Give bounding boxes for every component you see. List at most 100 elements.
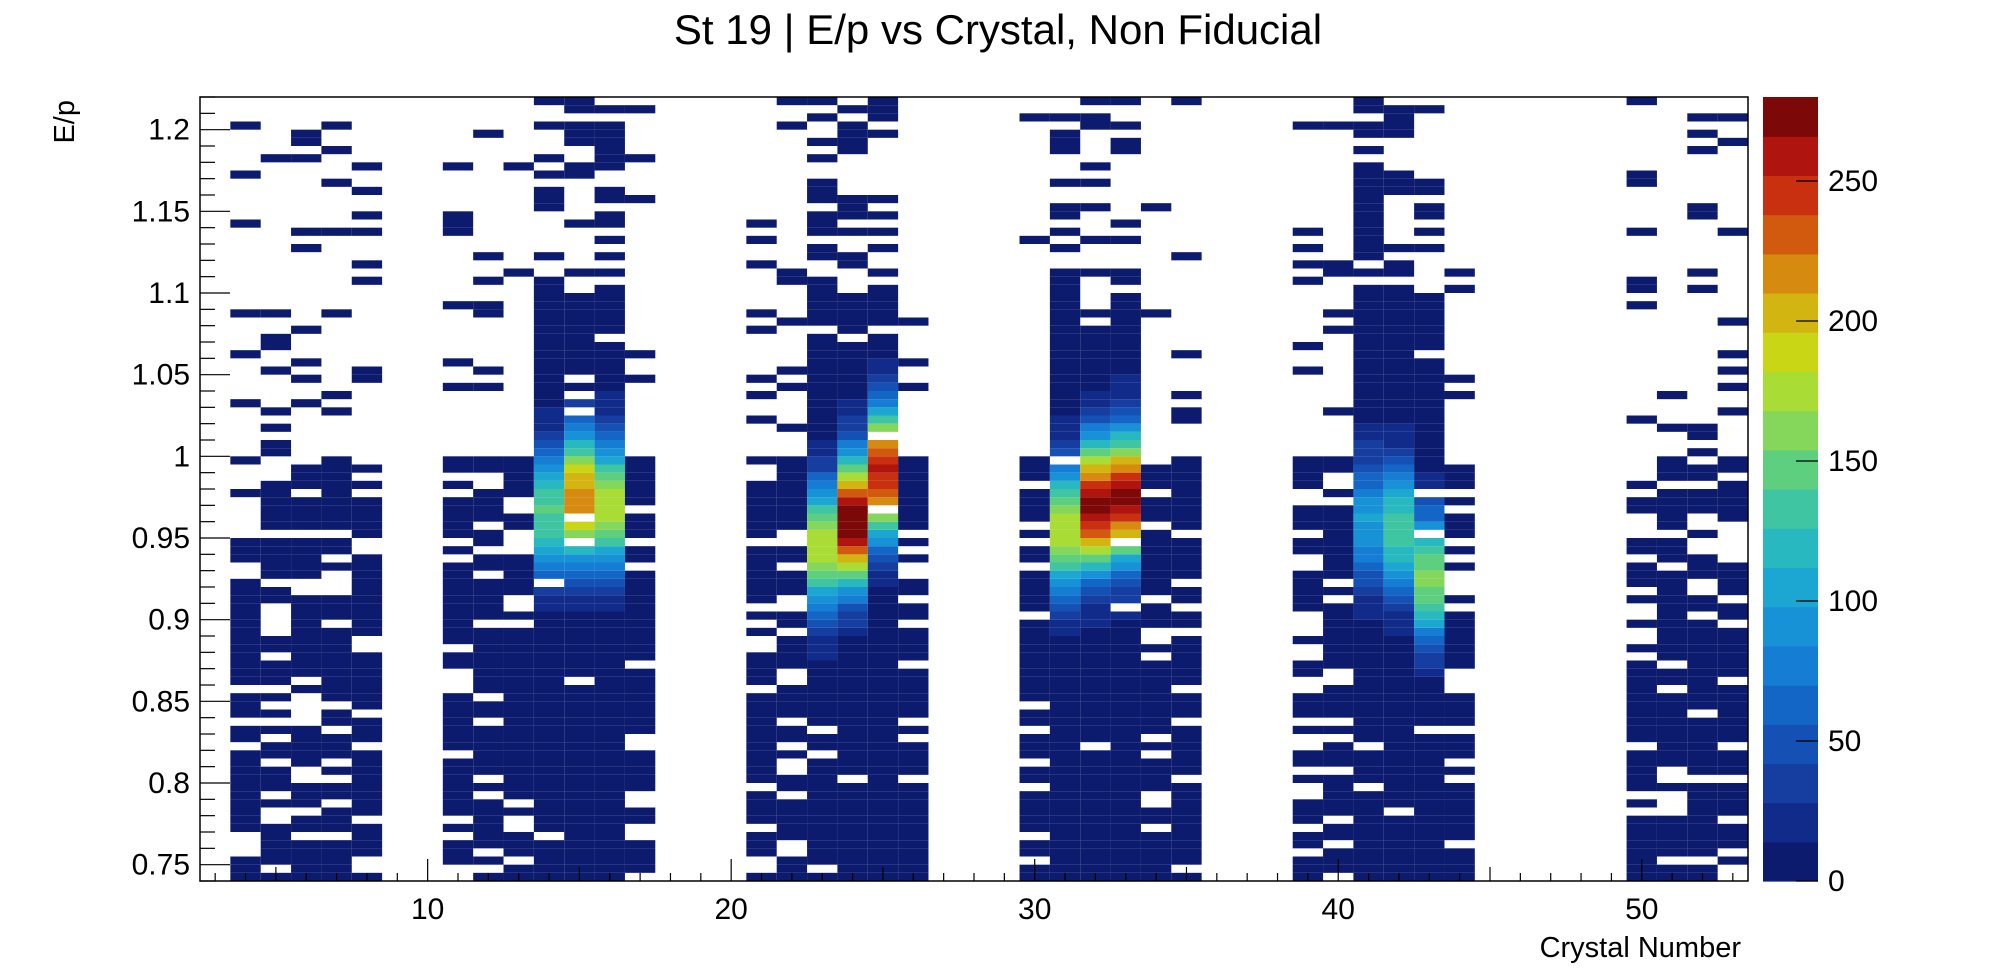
x-axis-label: Crystal Number	[1540, 932, 1742, 964]
heatmap-cell	[1050, 489, 1080, 497]
heatmap-cell	[1687, 652, 1717, 660]
heatmap-cell	[746, 546, 776, 554]
heatmap-cells	[230, 97, 1748, 881]
heatmap-cell	[595, 791, 625, 799]
heatmap-cell	[230, 595, 260, 603]
heatmap-cell	[230, 799, 260, 807]
heatmap-cell	[1687, 203, 1717, 211]
heatmap-cell	[1111, 465, 1141, 473]
heatmap-cell	[595, 383, 625, 391]
heatmap-cell	[1444, 391, 1474, 399]
heatmap-cell	[504, 775, 534, 783]
heatmap-cell	[868, 497, 898, 505]
heatmap-cell	[261, 783, 291, 791]
heatmap-cell	[1353, 767, 1383, 775]
heatmap-cell	[898, 628, 928, 636]
heatmap-cell	[1050, 538, 1080, 546]
heatmap-cell	[564, 612, 594, 620]
heatmap-cell	[595, 718, 625, 726]
heatmap-cell	[534, 407, 564, 415]
heatmap-cell	[625, 554, 655, 562]
heatmap-cell	[1141, 620, 1171, 628]
heatmap-cell	[837, 628, 867, 636]
heatmap-cell	[1171, 791, 1201, 799]
heatmap-cell	[564, 603, 594, 611]
heatmap-cell	[777, 579, 807, 587]
heatmap-cell	[1111, 857, 1141, 865]
heatmap-cell	[1718, 367, 1748, 375]
heatmap-cell	[837, 595, 867, 603]
heatmap-cell	[1050, 628, 1080, 636]
heatmap-cell	[1141, 603, 1171, 611]
heatmap-cell	[1687, 489, 1717, 497]
heatmap-cell	[1353, 97, 1383, 105]
heatmap-cell	[1050, 710, 1080, 718]
heatmap-cell	[837, 146, 867, 154]
heatmap-cell	[534, 465, 564, 473]
heatmap-cell	[1353, 734, 1383, 742]
heatmap-cell	[1414, 563, 1444, 571]
heatmap-cell	[837, 367, 867, 375]
heatmap-cell	[1687, 620, 1717, 628]
heatmap-cell	[595, 162, 625, 170]
heatmap-cell	[261, 407, 291, 415]
heatmap-cell	[837, 391, 867, 399]
heatmap-cell	[504, 612, 534, 620]
heatmap-cell	[564, 652, 594, 660]
heatmap-cell	[352, 554, 382, 562]
heatmap-cell	[321, 612, 351, 620]
heatmap-cell	[1444, 628, 1474, 636]
heatmap-cell	[837, 848, 867, 856]
heatmap-cell	[868, 848, 898, 856]
heatmap-cell	[1657, 571, 1687, 579]
heatmap-cell	[1657, 848, 1687, 856]
heatmap-cell	[261, 505, 291, 513]
heatmap-cell	[1414, 318, 1444, 326]
heatmap-cell	[1384, 375, 1414, 383]
heatmap-cell	[1687, 848, 1717, 856]
heatmap-cell	[1687, 832, 1717, 840]
heatmap-cell	[443, 799, 473, 807]
heatmap-cell	[1293, 857, 1323, 865]
heatmap-cell	[1384, 440, 1414, 448]
heatmap-cell	[898, 505, 928, 513]
heatmap-cell	[352, 595, 382, 603]
heatmap-cell	[868, 734, 898, 742]
heatmap-cell	[1080, 612, 1110, 620]
heatmap-cell	[595, 514, 625, 522]
heatmap-cell	[352, 579, 382, 587]
heatmap-cell	[321, 644, 351, 652]
heatmap-cell	[473, 563, 503, 571]
heatmap-cell	[746, 260, 776, 268]
heatmap-cell	[1111, 146, 1141, 154]
heatmap-cell	[1080, 603, 1110, 611]
heatmap-cell	[352, 628, 382, 636]
heatmap-cell	[1627, 546, 1657, 554]
heatmap-cell	[352, 260, 382, 268]
heatmap-cell	[1384, 669, 1414, 677]
heatmap-cell	[1414, 391, 1444, 399]
heatmap-cell	[1050, 726, 1080, 734]
heatmap-cell	[1444, 546, 1474, 554]
heatmap-cell	[1323, 505, 1353, 513]
heatmap-cell	[230, 456, 260, 464]
heatmap-cell	[534, 546, 564, 554]
heatmap-cell	[1111, 497, 1141, 505]
heatmap-cell	[746, 220, 776, 228]
heatmap-cell	[1414, 358, 1444, 366]
heatmap-cell	[504, 269, 534, 277]
heatmap-cell	[1171, 554, 1201, 562]
heatmap-cell	[1050, 644, 1080, 652]
heatmap-cell	[1718, 350, 1748, 358]
heatmap-cell	[1020, 718, 1050, 726]
heatmap-cell	[1687, 432, 1717, 440]
heatmap-cell	[1414, 497, 1444, 505]
heatmap-cell	[746, 595, 776, 603]
heatmap-cell	[807, 587, 837, 595]
heatmap-cell	[1080, 579, 1110, 587]
heatmap-cell	[1384, 612, 1414, 620]
heatmap-cell	[1171, 661, 1201, 669]
heatmap-cell	[1687, 783, 1717, 791]
heatmap-cell	[352, 701, 382, 709]
heatmap-cell	[1080, 538, 1110, 546]
